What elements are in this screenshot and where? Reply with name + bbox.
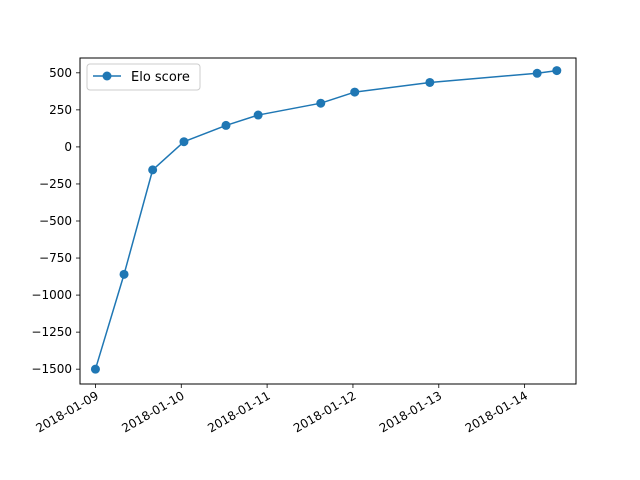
data-point-0-8 xyxy=(425,77,435,87)
plot-background xyxy=(80,58,576,384)
data-point-0-6 xyxy=(316,98,326,108)
y-tick-label-1: 250 xyxy=(49,103,72,117)
data-point-0-0 xyxy=(90,364,100,374)
data-point-0-1 xyxy=(119,269,129,279)
data-point-0-5 xyxy=(253,110,263,120)
y-tick-label-2: 0 xyxy=(64,140,72,154)
legend: Elo score xyxy=(86,63,201,91)
y-tick-label-4: −500 xyxy=(39,214,72,228)
data-point-0-10 xyxy=(552,66,562,76)
y-tick-label-8: −1500 xyxy=(31,362,72,376)
y-tick-label-3: −250 xyxy=(39,177,72,191)
legend-label: Elo score xyxy=(131,70,190,85)
y-tick-label-6: −1000 xyxy=(31,288,72,302)
y-tick-label-7: −1250 xyxy=(31,325,72,339)
data-point-0-7 xyxy=(350,87,360,97)
data-point-0-4 xyxy=(221,120,231,130)
data-point-0-2 xyxy=(148,165,158,175)
legend-box xyxy=(86,63,201,91)
y-tick-label-0: 500 xyxy=(49,66,72,80)
data-point-0-3 xyxy=(179,137,189,147)
data-point-0-9 xyxy=(532,68,542,78)
plot-area xyxy=(80,58,576,384)
legend-marker-swatch xyxy=(102,71,112,81)
y-tick-label-5: −750 xyxy=(39,251,72,265)
